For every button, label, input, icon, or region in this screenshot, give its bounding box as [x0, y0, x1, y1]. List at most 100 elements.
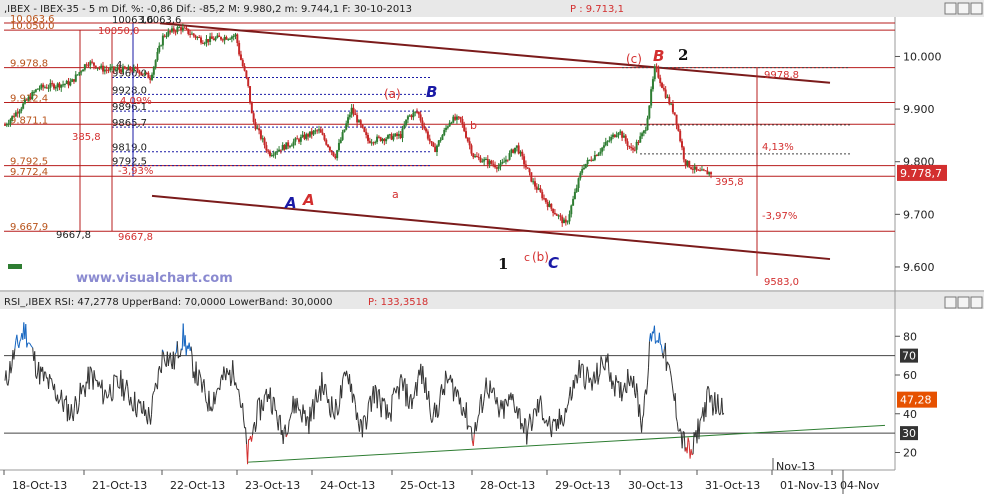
price-candle-body — [633, 149, 636, 151]
rsi-line-segment — [654, 341, 657, 344]
price-candle-body — [543, 198, 546, 200]
rsi-line-segment — [179, 348, 182, 357]
price-candle-body — [592, 159, 595, 161]
price-candle-body — [399, 134, 402, 138]
rsi-line-segment — [485, 377, 488, 393]
wave-label-A-red: A — [302, 191, 315, 209]
rsi-line-segment — [683, 432, 686, 452]
price-candle-body — [504, 159, 507, 162]
price-candle-body — [486, 158, 489, 165]
price-candle-body — [132, 67, 135, 72]
rsi-window-min-button[interactable] — [944, 296, 957, 309]
price-candle-body — [579, 172, 582, 179]
rsi-line-segment — [438, 402, 441, 416]
price-candle-body — [307, 134, 310, 137]
window-min-button[interactable] — [944, 2, 957, 15]
price-candle-body — [619, 131, 622, 133]
price-candle-body — [664, 89, 667, 98]
rsi-line-segment — [597, 377, 600, 385]
price-candle-body — [622, 135, 625, 138]
price-candle-body — [232, 36, 235, 38]
price-candle-body — [526, 167, 529, 169]
price-candle-body — [361, 124, 364, 128]
price-candle-body — [588, 159, 591, 161]
rsi-line-segment — [302, 404, 305, 414]
price-candle-body — [528, 168, 531, 173]
wave-label-b-paren: (b) — [532, 250, 549, 264]
price-candle-body — [539, 188, 542, 192]
rsi-line-segment — [629, 375, 632, 387]
rsi-line-segment — [612, 380, 615, 386]
rsi-line-segment — [411, 398, 414, 410]
rsi-line-segment — [98, 381, 101, 387]
price-candle-body — [332, 152, 335, 157]
price-candle-body — [693, 166, 696, 170]
price-candle-body — [112, 66, 115, 70]
price-candle-body — [65, 80, 68, 84]
price-candle-body — [608, 140, 611, 142]
price-candle-body — [446, 126, 449, 128]
rsi-line-segment — [599, 356, 602, 374]
rsi-line-segment — [123, 391, 126, 401]
price-candle-body — [635, 141, 638, 150]
rsi-line-segment — [336, 405, 339, 416]
price-candle-body — [337, 142, 340, 151]
window-close-button[interactable] — [970, 2, 983, 15]
price-candle-body — [301, 134, 304, 137]
price-candle-body — [631, 148, 634, 150]
price-candle-body — [470, 145, 473, 154]
rsi-window-max-button[interactable] — [957, 296, 970, 309]
price-candle-body — [642, 130, 645, 134]
price-candle-body — [481, 161, 484, 163]
price-candle-body — [548, 203, 551, 207]
price-candle-body — [74, 74, 77, 82]
price-candle-body — [354, 113, 357, 116]
rsi-line-segment — [151, 395, 154, 415]
price-candle-body — [519, 151, 522, 154]
price-candle-body — [38, 88, 41, 90]
price-candle-body — [533, 181, 536, 187]
rsi-line-segment — [76, 410, 79, 415]
rsi-line-segment — [426, 398, 429, 401]
rsi-line-segment — [532, 409, 535, 424]
price-candle-body — [14, 112, 17, 117]
rsi-line-segment — [675, 417, 678, 422]
rsi-line-segment — [483, 389, 486, 399]
price-candle-body — [62, 84, 65, 86]
price-candle-body — [141, 73, 144, 75]
price-candle-body — [229, 38, 232, 40]
price-candle-body — [270, 155, 273, 157]
price-candle-body — [448, 122, 451, 127]
rsi-line-segment — [305, 416, 308, 426]
rsi-line-segment — [153, 390, 155, 393]
rsi-line-segment — [452, 389, 455, 402]
rsi-line-segment — [712, 406, 715, 416]
rsi-line-segment — [519, 408, 522, 430]
price-candle-body — [657, 68, 660, 78]
price-candle-body — [25, 99, 28, 101]
window-max-button[interactable] — [957, 2, 970, 15]
price-candle-body — [118, 68, 121, 70]
rsi-line-segment — [636, 383, 639, 393]
rsi-line-segment — [601, 359, 604, 366]
price-candle-body — [347, 117, 350, 124]
price-candle-body — [437, 140, 440, 146]
rsi-line-segment — [337, 412, 340, 416]
rsi-line-segment — [77, 402, 80, 412]
rsi-line-segment — [60, 389, 63, 405]
x-axis-month-label: Nov-13 — [776, 460, 815, 473]
rsi-line-segment — [158, 366, 161, 372]
price-candle-body — [697, 169, 700, 171]
rsi-window-close-button[interactable] — [970, 296, 983, 309]
rsi-line-segment — [639, 404, 642, 421]
rsi-line-segment — [201, 383, 204, 393]
rsi-line-segment — [676, 421, 679, 431]
price-candle-body — [552, 208, 555, 213]
price-candle-body — [568, 214, 571, 222]
rsi-line-segment — [226, 368, 229, 373]
price-candle-body — [501, 162, 504, 164]
price-candle-body — [317, 129, 320, 131]
price-candle-body — [710, 172, 713, 175]
price-candle-body — [357, 120, 360, 123]
rsi-line-segment — [190, 346, 193, 356]
